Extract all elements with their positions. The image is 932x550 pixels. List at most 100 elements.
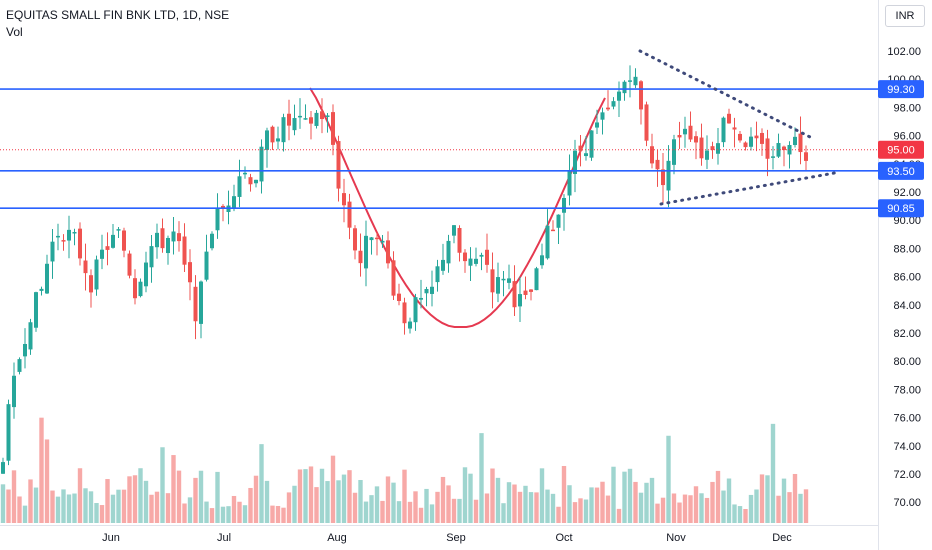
volume-bar xyxy=(11,470,17,523)
candle-body xyxy=(358,250,363,264)
candle-body xyxy=(793,136,797,146)
candle-body xyxy=(584,153,588,157)
volume-bar xyxy=(484,493,490,523)
candle-body xyxy=(749,136,753,147)
currency-button[interactable]: INR xyxy=(885,5,925,27)
price-axis-tick: 70.00 xyxy=(893,497,921,509)
candle-body xyxy=(298,115,302,118)
candle-body xyxy=(595,122,599,128)
volume-bar xyxy=(99,505,105,523)
candle-body xyxy=(6,404,11,461)
candle-body xyxy=(138,281,143,297)
cup-pattern-curve[interactable] xyxy=(309,87,606,328)
volume-bar xyxy=(380,500,385,523)
volume-bar xyxy=(231,495,237,523)
candle-body xyxy=(391,260,396,296)
volume-bar xyxy=(6,489,11,523)
volume-bar xyxy=(737,506,743,523)
candle-body xyxy=(39,288,44,291)
volume-bar xyxy=(550,493,556,523)
candle-body xyxy=(402,302,407,324)
volume-bar xyxy=(61,489,66,523)
volume-bar xyxy=(209,508,215,523)
volume-bar xyxy=(77,468,83,523)
volume-bar xyxy=(358,480,363,523)
price-axis-tick: 78.00 xyxy=(893,384,921,396)
volume-bar xyxy=(468,473,473,523)
volume-bar xyxy=(121,489,127,523)
price-axis-tick: 92.00 xyxy=(893,187,921,199)
volume-bar xyxy=(88,491,94,523)
level-price-tag[interactable] xyxy=(878,161,924,180)
volume-bar xyxy=(627,468,633,523)
candle-body xyxy=(276,138,280,142)
last-price-tag[interactable] xyxy=(878,140,924,159)
volume-bar xyxy=(116,489,121,523)
candle-body xyxy=(721,117,726,143)
candle-body xyxy=(133,278,137,299)
volume-bar xyxy=(589,487,594,523)
candle-body xyxy=(716,143,720,154)
volume-bar xyxy=(671,493,677,523)
candle-body xyxy=(468,258,473,266)
last-price-label: 95.00 xyxy=(887,145,915,157)
volume-bar xyxy=(512,484,517,523)
volume-bar xyxy=(616,508,622,523)
volume-bar xyxy=(330,455,336,523)
volume-bar xyxy=(682,494,688,523)
level-price-tag[interactable] xyxy=(878,199,924,218)
volume-bar xyxy=(336,480,341,523)
volume-bar xyxy=(83,488,88,523)
candle-body xyxy=(336,141,341,189)
volume-bar xyxy=(138,468,143,523)
candle-body xyxy=(589,130,594,158)
volume-bar xyxy=(55,496,61,523)
volume-bar xyxy=(182,503,187,523)
upper-trendline[interactable] xyxy=(638,49,816,141)
candle-body xyxy=(221,205,225,208)
volume-bar xyxy=(264,480,270,523)
candle-body xyxy=(710,146,715,151)
candle-body xyxy=(408,321,412,329)
volume-bar xyxy=(545,489,550,523)
volume-legend[interactable]: Vol xyxy=(6,25,23,39)
price-axis-tick: 98.00 xyxy=(893,102,921,114)
candle-body xyxy=(375,237,379,240)
volume-bar xyxy=(352,492,358,523)
candle-body xyxy=(67,229,71,241)
volume-bar xyxy=(33,487,39,523)
volume-bar xyxy=(721,490,726,523)
volume-bar xyxy=(567,485,572,523)
volume-bar xyxy=(693,486,699,523)
volume-bar xyxy=(204,501,209,523)
volume-bar xyxy=(803,489,809,523)
candle-body xyxy=(743,142,748,148)
candle-body xyxy=(666,160,671,191)
volume-bar xyxy=(22,505,28,523)
symbol-title[interactable]: EQUITAS SMALL FIN BNK LTD, 1D, NSE xyxy=(6,8,230,22)
level-price-tag[interactable] xyxy=(878,80,924,99)
volume-bar xyxy=(17,496,22,523)
candle-body xyxy=(270,126,275,143)
volume-bar xyxy=(759,474,765,523)
candle-body xyxy=(215,207,220,231)
volume-bar xyxy=(325,481,330,523)
candle-body xyxy=(771,156,775,158)
candle-body xyxy=(485,249,489,265)
volume-bar xyxy=(171,455,176,523)
volume-bar xyxy=(572,502,578,523)
candle-body xyxy=(232,196,236,209)
candle-body xyxy=(127,253,132,276)
lower-trendline[interactable] xyxy=(659,170,842,206)
candle-body xyxy=(144,262,148,287)
candle-body xyxy=(34,292,38,328)
candle-body xyxy=(243,172,247,175)
volume-bar xyxy=(50,490,55,523)
candle-body xyxy=(573,150,577,174)
volume-bar xyxy=(743,508,748,523)
volume-bar xyxy=(792,473,798,523)
volume-bar xyxy=(160,447,165,523)
volume-bar xyxy=(435,491,440,523)
